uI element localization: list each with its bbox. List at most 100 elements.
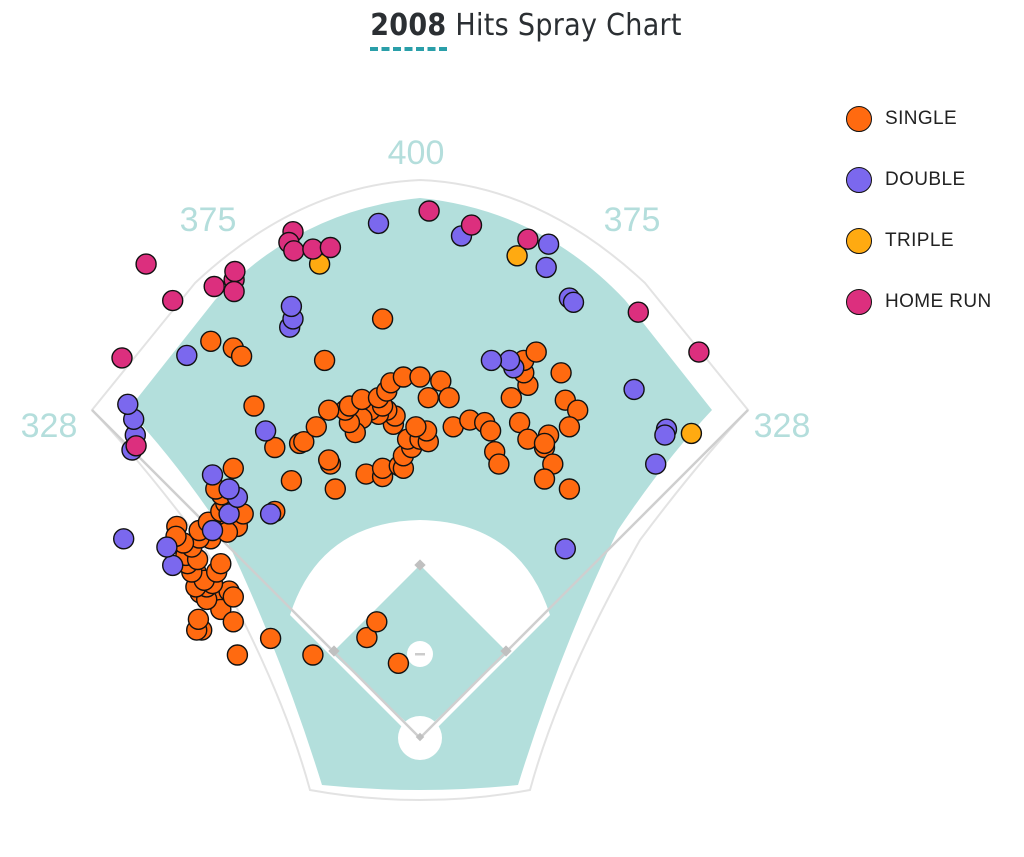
hit-point-home-run	[418, 200, 440, 222]
hit-point-home-run	[125, 435, 147, 457]
hit-point-single	[405, 416, 427, 438]
hit-point-single	[264, 436, 286, 459]
hit-point-home-run	[135, 253, 157, 275]
hit-point-single	[200, 330, 222, 352]
hit-point-double	[537, 233, 560, 255]
hit-point-home-run	[460, 214, 483, 236]
hit-point-single	[558, 478, 581, 500]
hit-point-double	[280, 295, 303, 318]
hit-point-double	[201, 464, 224, 486]
hit-point-double	[654, 424, 676, 446]
pitchers-rubber	[415, 653, 425, 656]
hit-point-home-run	[223, 280, 245, 303]
hit-point-single	[500, 387, 522, 409]
hit-point-triple	[680, 422, 703, 445]
legend-label-triple: TRIPLE	[885, 229, 954, 251]
distance-label-left-field: 328	[21, 407, 78, 445]
hit-point-single	[558, 416, 581, 438]
second-base	[414, 559, 426, 571]
hit-point-home-run	[517, 228, 539, 250]
hit-point-single	[222, 586, 245, 608]
hit-point-single	[222, 611, 245, 633]
legend-label-home-run: HOME RUN	[885, 290, 992, 312]
hit-point-single	[313, 349, 336, 372]
hit-point-single	[318, 449, 340, 471]
hit-point-single	[305, 416, 327, 438]
hit-point-double	[623, 378, 645, 401]
legend-label-single: SINGLE	[885, 107, 958, 129]
hit-point-single	[324, 478, 346, 500]
legend-item-single: SINGLE	[846, 88, 992, 149]
distance-label-center: 400	[388, 134, 445, 172]
legend: SINGLE DOUBLE TRIPLE HOME RUN	[846, 88, 992, 332]
legend-dot-double	[846, 166, 872, 193]
chart-title-text: Hits Spray Chart	[455, 8, 682, 43]
hit-point-double	[161, 554, 184, 577]
legend-dot-single	[846, 105, 872, 132]
chart-title: 2008 Hits Spray Chart	[0, 8, 1024, 51]
hit-point-double	[367, 212, 390, 235]
first-base	[500, 645, 512, 657]
legend-dot-triple	[846, 227, 872, 254]
hit-point-single	[525, 341, 547, 363]
hit-point-single	[533, 468, 556, 490]
hit-point-double	[259, 503, 282, 525]
left-foul-line	[91, 409, 421, 739]
hit-point-double	[201, 519, 224, 542]
hit-point-single	[259, 627, 282, 650]
hit-point-home-run	[283, 240, 305, 262]
hit-point-single	[488, 453, 510, 475]
hit-point-double	[535, 256, 557, 279]
hit-point-double	[176, 344, 198, 367]
legend-item-home-run: HOME RUN	[846, 271, 992, 332]
hit-point-home-run	[627, 301, 649, 323]
hit-point-home-run	[224, 260, 246, 283]
legend-dot-home-run	[846, 288, 872, 315]
hit-point-home-run	[319, 236, 342, 259]
hit-point-single	[210, 553, 232, 575]
hit-point-single	[280, 470, 303, 492]
hit-point-double	[218, 478, 240, 500]
distance-label-left-center: 375	[180, 201, 237, 239]
legend-item-double: DOUBLE	[846, 149, 992, 210]
chart-title-year: 2008	[370, 8, 447, 51]
hit-point-double	[112, 528, 135, 550]
hit-point-triple	[506, 245, 528, 267]
hit-point-single	[550, 362, 572, 384]
legend-label-double: DOUBLE	[885, 168, 966, 190]
third-base	[328, 645, 340, 657]
hit-point-single	[409, 366, 431, 388]
hit-point-home-run	[203, 275, 225, 298]
hit-point-single	[533, 432, 556, 455]
hit-point-single	[230, 345, 253, 367]
hit-point-double	[554, 538, 576, 560]
hit-point-single	[293, 431, 315, 453]
hit-point-double	[480, 349, 503, 372]
home-plate	[415, 732, 425, 742]
hit-point-single	[356, 626, 378, 649]
hit-point-single	[438, 387, 460, 409]
legend-item-triple: TRIPLE	[846, 210, 992, 271]
hit-point-home-run	[161, 289, 184, 312]
hit-point-single	[318, 399, 340, 421]
hit-points	[111, 200, 710, 674]
hit-point-single	[417, 387, 439, 409]
hit-point-home-run	[111, 347, 133, 369]
hit-point-single	[371, 308, 394, 330]
hit-point-double	[562, 291, 585, 313]
hit-point-single	[387, 652, 410, 674]
hit-point-single	[479, 420, 502, 442]
hit-point-double	[645, 453, 667, 475]
hit-point-double	[117, 393, 139, 415]
hit-point-single	[187, 608, 210, 630]
hit-point-single	[222, 457, 245, 479]
hit-point-double	[156, 536, 178, 558]
hit-point-single	[243, 395, 265, 417]
right-foul-line	[419, 409, 749, 739]
distance-label-right-center: 375	[604, 201, 661, 239]
hit-point-single	[226, 644, 249, 666]
hit-point-double	[498, 349, 521, 372]
distance-label-right-field: 328	[754, 407, 811, 445]
hit-point-home-run	[688, 341, 710, 363]
